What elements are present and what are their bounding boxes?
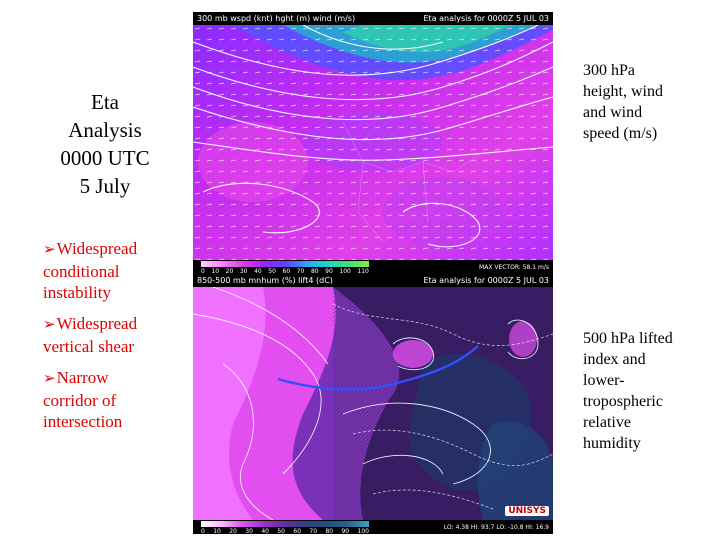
map-lifted-index-header: 850-500 mb mnhum (%) lift4 (dC) Eta anal…	[193, 274, 553, 287]
slide-title: Eta Analysis 0000 UTC 5 July	[30, 88, 180, 200]
arrow-right-icon: ➢	[43, 317, 56, 333]
colorbar-tick: 80	[325, 528, 334, 535]
caption-line: tropospheric	[583, 393, 663, 410]
map-lifted-index-variables: 850-500 mb mnhum (%) lift4 (dC)	[197, 276, 333, 285]
colorbar-tick: 50	[277, 528, 285, 535]
bullet-text: Narrow	[56, 368, 109, 387]
colorbar-tick: 50	[268, 268, 276, 275]
colorbar-tick: 30	[239, 268, 248, 275]
colorbar-tick: 10	[211, 268, 220, 275]
caption-line: index and	[583, 351, 646, 368]
map-lifted-index-colorbar: 0 10 20 30 40 50 60 70 80 90 100 LO: 4.3…	[193, 520, 553, 535]
colorbar-tick: 90	[341, 528, 350, 535]
colorbar-ticks: 0 10 20 30 40 50 60 70 80 90 100 110	[201, 268, 369, 275]
map-300hpa-header: 300 mb wspd (knt) hght (m) wind (m/s) Et…	[193, 12, 553, 25]
bullet-text: corridor of	[43, 391, 117, 410]
caption-line: height, wind	[583, 83, 663, 100]
caption-lower: 500 hPa lifted index and lower- troposph…	[583, 328, 713, 454]
colorbar-tick: 70	[309, 528, 318, 535]
map-300hpa-variables: 300 mb wspd (knt) hght (m) wind (m/s)	[197, 14, 356, 23]
field-range-label: LO: 4.38 HI: 93.7 LO: -10.8 HI: 16.9	[443, 524, 549, 531]
colorbar-tick: 60	[293, 528, 302, 535]
colorbar-ticks: 0 10 20 30 40 50 60 70 80 90 100	[201, 528, 369, 535]
bullet-item: ➢Widespread vertical shear	[43, 313, 193, 357]
title-line: Analysis	[68, 118, 142, 142]
caption-line: 500 hPa lifted	[583, 330, 673, 347]
caption-line: lower-	[583, 372, 625, 389]
colorbar-tick: 70	[296, 268, 305, 275]
colorbar-tick: 30	[245, 528, 253, 535]
map-lifted-index-image	[193, 286, 553, 521]
map-300hpa: 300 mb wspd (knt) hght (m) wind (m/s) Et…	[193, 12, 553, 275]
bullet-text: conditional	[43, 262, 120, 281]
bullet-item: ➢Widespread conditional instability	[43, 238, 193, 303]
colorbar-tick: 10	[213, 528, 221, 535]
arrow-right-icon: ➢	[43, 371, 56, 387]
colorbar-tick: 0	[201, 528, 205, 535]
bullet-text: Widespread	[56, 239, 138, 258]
unisys-logo: UNISYS	[505, 506, 549, 516]
colorbar-tick: 40	[254, 268, 262, 275]
map-lifted-index: 850-500 mb mnhum (%) lift4 (dC) Eta anal…	[193, 274, 553, 535]
title-line: 0000 UTC	[60, 146, 150, 170]
bullet-item: ➢Narrow corridor of intersection	[43, 367, 193, 432]
caption-line: 300 hPa	[583, 62, 635, 79]
arrow-right-icon: ➢	[43, 242, 56, 258]
caption-line: humidity	[583, 435, 641, 452]
colorbar-tick: 110	[357, 268, 369, 275]
colorbar-tick: 90	[325, 268, 333, 275]
bullet-text: intersection	[43, 412, 123, 431]
map-300hpa-image	[193, 24, 553, 260]
title-line: 5 July	[79, 174, 131, 198]
colorbar-tick: 0	[201, 268, 205, 275]
bullet-text: Widespread	[56, 314, 138, 333]
caption-line: relative	[583, 414, 631, 431]
bullet-text: vertical shear	[43, 337, 135, 356]
colorbar-strip	[201, 261, 369, 267]
colorbar-strip	[201, 521, 369, 527]
bullet-text: instability	[43, 283, 111, 302]
colorbar-tick: 100	[357, 528, 369, 535]
map-300hpa-valid-time: Eta analysis for 0000Z 5 JUL 03	[423, 14, 549, 23]
caption-line: and wind	[583, 104, 643, 121]
max-vector-label: MAX VECTOR: 58.1 m/s	[479, 264, 549, 271]
colorbar-tick: 20	[229, 528, 237, 535]
bullet-list: ➢Widespread conditional instability ➢Wid…	[43, 238, 193, 442]
colorbar-tick: 20	[225, 268, 234, 275]
caption-line: speed (m/s)	[583, 125, 658, 142]
map-300hpa-colorbar: 0 10 20 30 40 50 60 70 80 90 100 110 MAX…	[193, 260, 553, 275]
colorbar-tick: 60	[282, 268, 291, 275]
map-lifted-index-valid-time: Eta analysis for 0000Z 5 JUL 03	[423, 276, 549, 285]
colorbar-tick: 100	[339, 268, 351, 275]
title-line: Eta	[91, 90, 119, 114]
colorbar-tick: 40	[261, 528, 269, 535]
caption-upper: 300 hPa height, wind and wind speed (m/s…	[583, 60, 713, 144]
colorbar-tick: 80	[310, 268, 319, 275]
